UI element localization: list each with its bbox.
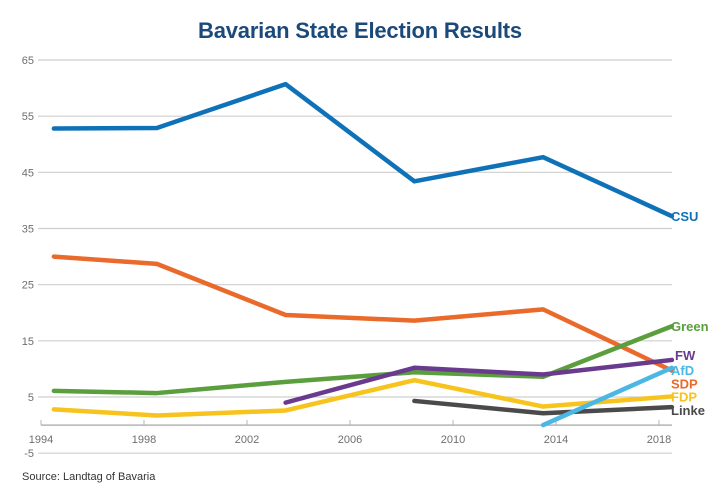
series-label-sdp: SDP: [671, 377, 698, 392]
x-tick-label: 2006: [338, 434, 362, 446]
y-tick-label: 5: [28, 392, 34, 404]
x-tick-label: 1998: [132, 434, 156, 446]
x-axis-tick-labels: 1994 1998 2002 2006 2010 2014 2018: [29, 434, 671, 446]
x-axis: [40, 420, 672, 426]
series-label-csu: CSU: [671, 209, 698, 224]
gridlines: [38, 59, 672, 454]
source-note: Source: Landtag of Bavaria: [22, 471, 156, 483]
series-labels: CSU SDP Green FDP FW Linke AfD: [671, 209, 709, 418]
x-tick-label: 2010: [441, 434, 465, 446]
series-line-csu: [51, 81, 675, 219]
series-line-linke: [412, 398, 675, 416]
x-tick-label: 2018: [647, 434, 671, 446]
y-tick-label: 25: [22, 280, 34, 292]
y-tick-label: 65: [22, 55, 34, 67]
series-line-green: [51, 323, 675, 396]
y-tick-label: -5: [24, 448, 34, 460]
series-line-fw: [283, 357, 675, 405]
series-line-sdp: [51, 254, 675, 373]
y-tick-label: 55: [22, 111, 34, 123]
series-label-linke: Linke: [671, 403, 705, 418]
x-tick-label: 1994: [29, 434, 53, 446]
y-tick-label: 45: [22, 167, 34, 179]
series-line-fdp: [51, 377, 675, 418]
series-label-afd: AfD: [671, 363, 694, 378]
y-tick-label: 35: [22, 224, 34, 236]
x-tick-label: 2014: [544, 434, 568, 446]
chart-title: Bavarian State Election Results: [198, 18, 522, 43]
y-axis-tick-labels: 65 55 45 35 25 15 5 -5: [22, 55, 34, 460]
series-line-afd: [540, 365, 675, 428]
series-label-fdp: FDP: [671, 389, 697, 404]
x-tick-label: 2002: [235, 434, 259, 446]
series-label-fw: FW: [675, 348, 696, 363]
series-lines: [51, 81, 675, 428]
y-tick-label: 15: [22, 336, 34, 348]
series-label-green: Green: [671, 319, 709, 334]
